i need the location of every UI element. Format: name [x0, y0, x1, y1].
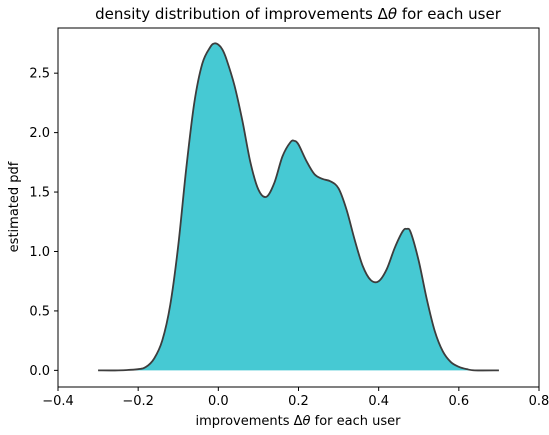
x-tick-label: 0.8	[529, 394, 549, 409]
density-curve	[98, 42, 499, 372]
x-axis-label-symbol: θ	[303, 414, 311, 429]
x-tick-label: −0.4	[42, 394, 74, 409]
x-tick-label: 0.4	[368, 394, 389, 409]
x-axis-label-prefix: improvements Δ	[196, 414, 303, 429]
y-tick-label: 1.0	[29, 245, 50, 260]
x-tick-label: 0.6	[448, 394, 469, 409]
x-axis-label-suffix: for each user	[311, 414, 402, 429]
x-tick-label: −0.2	[122, 394, 154, 409]
y-tick-label: 1.5	[29, 186, 50, 201]
y-tick-label: 0.0	[29, 364, 50, 379]
x-ticks: −0.4 −0.2 0.0 0.2 0.4 0.6 0.8	[42, 387, 549, 409]
x-axis-label: improvements Δθ for each user	[196, 414, 402, 429]
y-tick-label: 2.0	[29, 126, 50, 141]
y-axis-label: estimated pdf	[7, 161, 22, 252]
x-tick-label: 0.2	[288, 394, 309, 409]
chart-title-prefix: density distribution of improvements Δ	[95, 5, 388, 23]
x-tick-label: 0.0	[208, 394, 229, 409]
density-area	[98, 43, 499, 371]
density-line-layer	[98, 42, 499, 372]
density-area-layer	[98, 43, 499, 371]
chart-title-suffix: for each user	[397, 5, 502, 23]
y-tick-label: 0.5	[29, 304, 50, 319]
chart-title: density distribution of improvements Δθ …	[95, 5, 502, 23]
y-tick-label: 2.5	[29, 67, 50, 82]
y-ticks: 0.0 0.5 1.0 1.5 2.0 2.5	[29, 67, 58, 379]
chart-title-symbol: θ	[388, 5, 397, 23]
